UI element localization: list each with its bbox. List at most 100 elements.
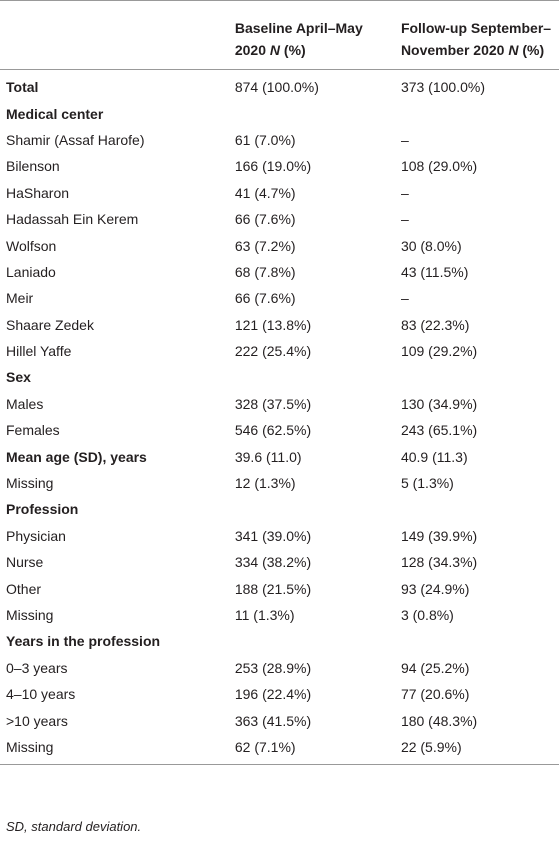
cell: 41 (4.7%) — [234, 184, 296, 201]
header-cell: Baseline April–May 2020 N (%) — [228, 0, 395, 70]
row-label: Sex — [6, 369, 31, 386]
cell: 108 (29.0%) — [400, 158, 478, 175]
cell — [229, 496, 395, 522]
row-label: 0–3 years — [6, 659, 68, 676]
row-label: Missing — [0, 733, 229, 766]
table-row: Mean age (SD), years 39.6 (11.0) 40.9 (11.… — [0, 443, 559, 469]
data-table: Baseline April–May 2020 N (%) Follow-up S… — [0, 0, 559, 766]
row-label: 4–10 years — [6, 686, 76, 703]
header-row: Baseline April–May 2020 N (%) Follow-up S… — [0, 0, 559, 70]
cell: 5 (1.3%) — [400, 475, 454, 492]
cell: 546 (62.5%) — [234, 422, 312, 439]
row-label: >10 years — [6, 712, 68, 729]
row-label: Hadassah Ein Kerem — [6, 211, 139, 228]
row-label: Profession — [6, 501, 79, 518]
header-text: (%) — [522, 42, 545, 58]
table-row: >10 years 363 (41.5%) 180 (48.3%) — [0, 707, 559, 733]
row-label: Physician — [6, 527, 66, 544]
table-row: 4–10 years 196 (22.4%) 77 (20.6%) — [0, 681, 559, 707]
cell: 39.6 (11.0) — [234, 448, 302, 465]
header-emphasis: N — [269, 42, 281, 58]
cell: 128 (34.3%) — [400, 554, 478, 571]
cell: 83 (22.3%) — [400, 316, 470, 333]
table-row: Hillel Yaffe 222 (25.4%) 109 (29.2%) — [0, 338, 559, 364]
table-header: Baseline April–May 2020 N (%) Follow-up S… — [0, 0, 559, 70]
cell: – — [400, 211, 409, 228]
row-label: Wolfson — [6, 237, 57, 254]
table-row: Shamir (Assaf Harofe) 61 (7.0%) – — [0, 127, 559, 153]
table-row: Males 328 (37.5%) 130 (34.9%) — [0, 391, 559, 417]
table-row: Medical center — [0, 100, 559, 126]
row-label: Meir — [6, 290, 34, 307]
cell: 363 (41.5%) — [234, 712, 312, 729]
table-body: Total 874 (100.0%) 373 (100.0%) Medical cen… — [0, 70, 559, 766]
table-row: Missing 62 (7.1%) 22 (5.9%) — [0, 733, 559, 766]
cell — [229, 628, 395, 654]
cell: 180 (48.3%) — [400, 712, 478, 729]
cell: 166 (19.0%) — [234, 158, 312, 175]
header-cell — [0, 0, 229, 70]
header-text: Baseline April–May 2020 — [234, 20, 363, 58]
header-text: (%) — [283, 42, 306, 58]
row-label: Missing — [6, 607, 54, 623]
row-label: Total — [6, 79, 39, 96]
cell: – — [400, 290, 409, 307]
cell — [395, 100, 559, 126]
table-row: Wolfson 63 (7.2%) 30 (8.0%) — [0, 232, 559, 258]
header-cell: Follow-up September–November 2020 N (%) — [394, 0, 559, 70]
table-row: Bilenson 166 (19.0%) 108 (29.0%) — [0, 153, 559, 179]
cell: 3 (0.8%) — [400, 607, 454, 623]
cell: 66 (7.6%) — [234, 290, 296, 307]
header-text: Follow-up September–November 2020 — [400, 20, 552, 58]
cell: 63 (7.2%) — [234, 237, 296, 254]
cell: 77 (20.6%) — [400, 686, 470, 703]
row-label: Females — [6, 422, 60, 439]
footnote: SD, standard deviation. — [6, 819, 142, 834]
cell: 149 (39.9%) — [400, 527, 478, 544]
table-row: 0–3 years 253 (28.9%) 94 (25.2%) — [0, 655, 559, 681]
cell: 130 (34.9%) — [400, 395, 478, 412]
cell: 188 (21.5%) — [234, 580, 312, 597]
table-row: Sex — [0, 364, 559, 390]
cell: 93 (24.9%) — [400, 580, 470, 597]
cell: 66 (7.6%) — [234, 211, 296, 228]
table-row: Hadassah Ein Kerem 66 (7.6%) – — [0, 206, 559, 232]
cell: – — [400, 184, 409, 201]
cell: 109 (29.2%) — [400, 343, 478, 360]
table-row: Shaare Zedek 121 (13.8%) 83 (22.3%) — [0, 312, 559, 338]
cell — [395, 628, 559, 654]
cell: 874 (100.0%) — [234, 79, 319, 96]
cell: – — [400, 131, 409, 148]
cell: 94 (25.2%) — [400, 659, 470, 676]
row-label: Hillel Yaffe — [6, 343, 72, 360]
cell: 334 (38.2%) — [234, 554, 312, 571]
row-label: Nurse — [6, 554, 44, 571]
row-label: Mean age (SD), years — [6, 448, 147, 465]
cell: 40.9 (11.3) — [400, 448, 468, 465]
cell — [395, 364, 559, 390]
cell — [229, 100, 395, 126]
row-label: Medical center — [6, 105, 104, 122]
cell: 328 (37.5%) — [234, 395, 312, 412]
table-row: Females 546 (62.5%) 243 (65.1%) — [0, 417, 559, 443]
row-label: Bilenson — [6, 158, 60, 175]
cell: 222 (25.4%) — [234, 343, 312, 360]
cell: 62 (7.1%) — [228, 733, 395, 766]
table-row: Laniado 68 (7.8%) 43 (11.5%) — [0, 259, 559, 285]
row-label: HaSharon — [6, 184, 70, 201]
table-row: Meir 66 (7.6%) – — [0, 285, 559, 311]
table-row: Physician 341 (39.0%) 149 (39.9%) — [0, 523, 559, 549]
cell: 341 (39.0%) — [234, 527, 312, 544]
cell: 61 (7.0%) — [234, 131, 296, 148]
table-row: Total 874 (100.0%) 373 (100.0%) — [0, 70, 559, 101]
row-label: Laniado — [6, 263, 56, 280]
cell: 243 (65.1%) — [400, 422, 478, 439]
cell: 11 (1.3%) — [234, 607, 295, 623]
cell: 121 (13.8%) — [234, 316, 312, 333]
table-row: HaSharon 41 (4.7%) – — [0, 180, 559, 206]
cell: 253 (28.9%) — [234, 659, 312, 676]
table-row: Nurse 334 (38.2%) 128 (34.3%) — [0, 549, 559, 575]
table-row: Years in the profession — [0, 628, 559, 654]
row-label: Shaare Zedek — [6, 316, 94, 333]
